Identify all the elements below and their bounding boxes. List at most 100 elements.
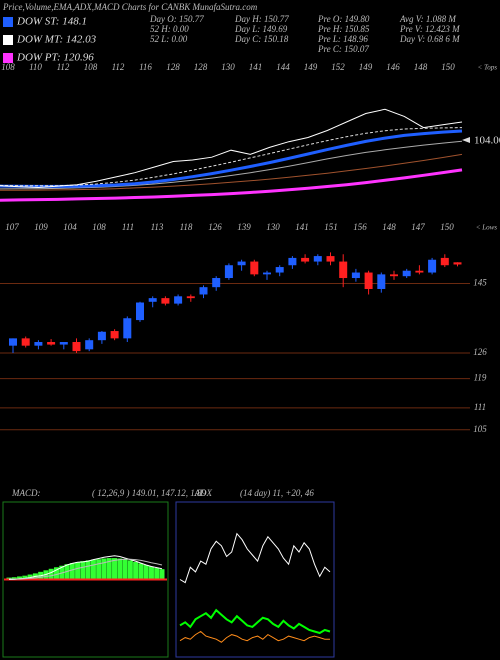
candle-body	[186, 296, 195, 299]
top-label: 148	[414, 62, 428, 72]
top-label: 111	[122, 222, 134, 232]
y-tick-label: 111	[474, 402, 486, 412]
candle-body	[326, 256, 335, 262]
stat: Pre C: 150.07	[317, 44, 369, 54]
histogram-bar	[148, 566, 154, 580]
top-label: 149	[304, 62, 318, 72]
ema-line	[0, 168, 463, 202]
legend-swatch	[3, 35, 13, 45]
corner-label: < Lows	[476, 224, 498, 232]
candle-body	[440, 257, 449, 266]
adx-line	[179, 608, 331, 635]
top-label: 150	[440, 222, 454, 232]
legend-label: DOW ST: 148.1	[16, 16, 87, 28]
top-label: 141	[295, 222, 309, 232]
stat: 52 H: 0.00	[150, 24, 189, 34]
candle-body	[339, 261, 348, 279]
candle-body	[377, 274, 386, 289]
top-label: 156	[353, 222, 367, 232]
top-label: 139	[237, 222, 251, 232]
candle-body	[237, 261, 246, 266]
adx-line	[179, 630, 330, 643]
top-label: 118	[180, 222, 193, 232]
adx-line	[179, 532, 331, 584]
y-tick-label: 145	[473, 278, 487, 288]
candle-body	[275, 267, 284, 273]
histogram-bar	[101, 558, 107, 580]
histogram-bar	[85, 560, 91, 580]
top-label: 151	[324, 222, 338, 232]
stat: Day L: 149.69	[234, 24, 288, 34]
histogram-bar	[80, 561, 86, 580]
histogram-bar	[138, 563, 144, 580]
top-label: 126	[208, 222, 222, 232]
candle-body	[72, 342, 81, 352]
stat: Day H: 150.77	[234, 14, 289, 24]
candle-body	[199, 287, 208, 295]
histogram-bar	[27, 574, 33, 580]
candle-body	[263, 272, 271, 275]
ema-line	[0, 129, 463, 188]
histogram-bar	[22, 575, 28, 580]
top-label: 112	[112, 62, 125, 72]
histogram-bar	[106, 558, 112, 580]
candle-body	[148, 298, 157, 302]
macd-frame	[2, 501, 169, 658]
candle-body	[97, 331, 106, 341]
stat: Pre V: 12.423 M	[399, 24, 460, 34]
top-label: 112	[57, 62, 70, 72]
histogram-bar	[159, 569, 165, 580]
top-label: 146	[386, 62, 400, 72]
ema-line	[0, 108, 463, 189]
histogram-bar	[127, 560, 133, 580]
top-label: 110	[29, 62, 42, 72]
y-tick-label: 105	[473, 424, 487, 434]
panel-subtitle: (14 day) 11, +20, 46	[240, 488, 314, 498]
page-title: Price,Volume,EMA,ADX,MACD Charts for CAN…	[2, 2, 258, 12]
histogram-bar	[53, 567, 59, 580]
top-label: 104	[63, 222, 77, 232]
panel-title: MACD:	[11, 488, 41, 498]
candle-body	[453, 262, 462, 265]
candle-body	[123, 318, 132, 339]
candle-body	[34, 342, 43, 346]
legend-swatch	[3, 17, 13, 27]
top-label: 152	[331, 62, 345, 72]
top-label: 130	[221, 62, 235, 72]
top-label: 128	[194, 62, 208, 72]
histogram-bar	[96, 559, 102, 580]
candle-body	[110, 331, 119, 339]
histogram-bar	[69, 563, 75, 580]
candle-body	[402, 270, 411, 277]
candle-body	[351, 272, 360, 279]
candle-body	[59, 342, 68, 345]
histogram-bar	[143, 564, 149, 580]
candle-body	[313, 256, 322, 262]
top-label: 113	[151, 222, 164, 232]
top-label: 150	[441, 62, 455, 72]
corner-label: < Tops	[478, 64, 498, 72]
end-label: 104.06	[474, 135, 500, 147]
legend-label: DOW PT: 120.96	[16, 52, 94, 64]
panel-title: ADX	[194, 488, 213, 498]
candle-body	[47, 342, 56, 345]
ema-line	[0, 153, 463, 191]
histogram-bar	[17, 576, 23, 580]
y-tick-label: 119	[474, 373, 487, 383]
y-tick-label: 126	[473, 347, 487, 357]
candle-body	[415, 270, 424, 273]
macd-line	[9, 555, 163, 580]
top-label: 107	[5, 222, 19, 232]
ema-line	[0, 140, 463, 190]
top-label: 128	[166, 62, 180, 72]
stat: Day C: 150.18	[234, 34, 289, 44]
stat: Avg V: 1.088 M	[399, 14, 456, 24]
stat: 52 L: 0.00	[150, 34, 188, 44]
histogram-bar	[112, 558, 118, 580]
candle-body	[428, 259, 437, 273]
candle-body	[390, 274, 398, 277]
top-label: 148	[382, 222, 396, 232]
stat: Pre H: 150.85	[317, 24, 370, 34]
signal-line	[8, 558, 163, 580]
candle-body	[174, 296, 183, 304]
